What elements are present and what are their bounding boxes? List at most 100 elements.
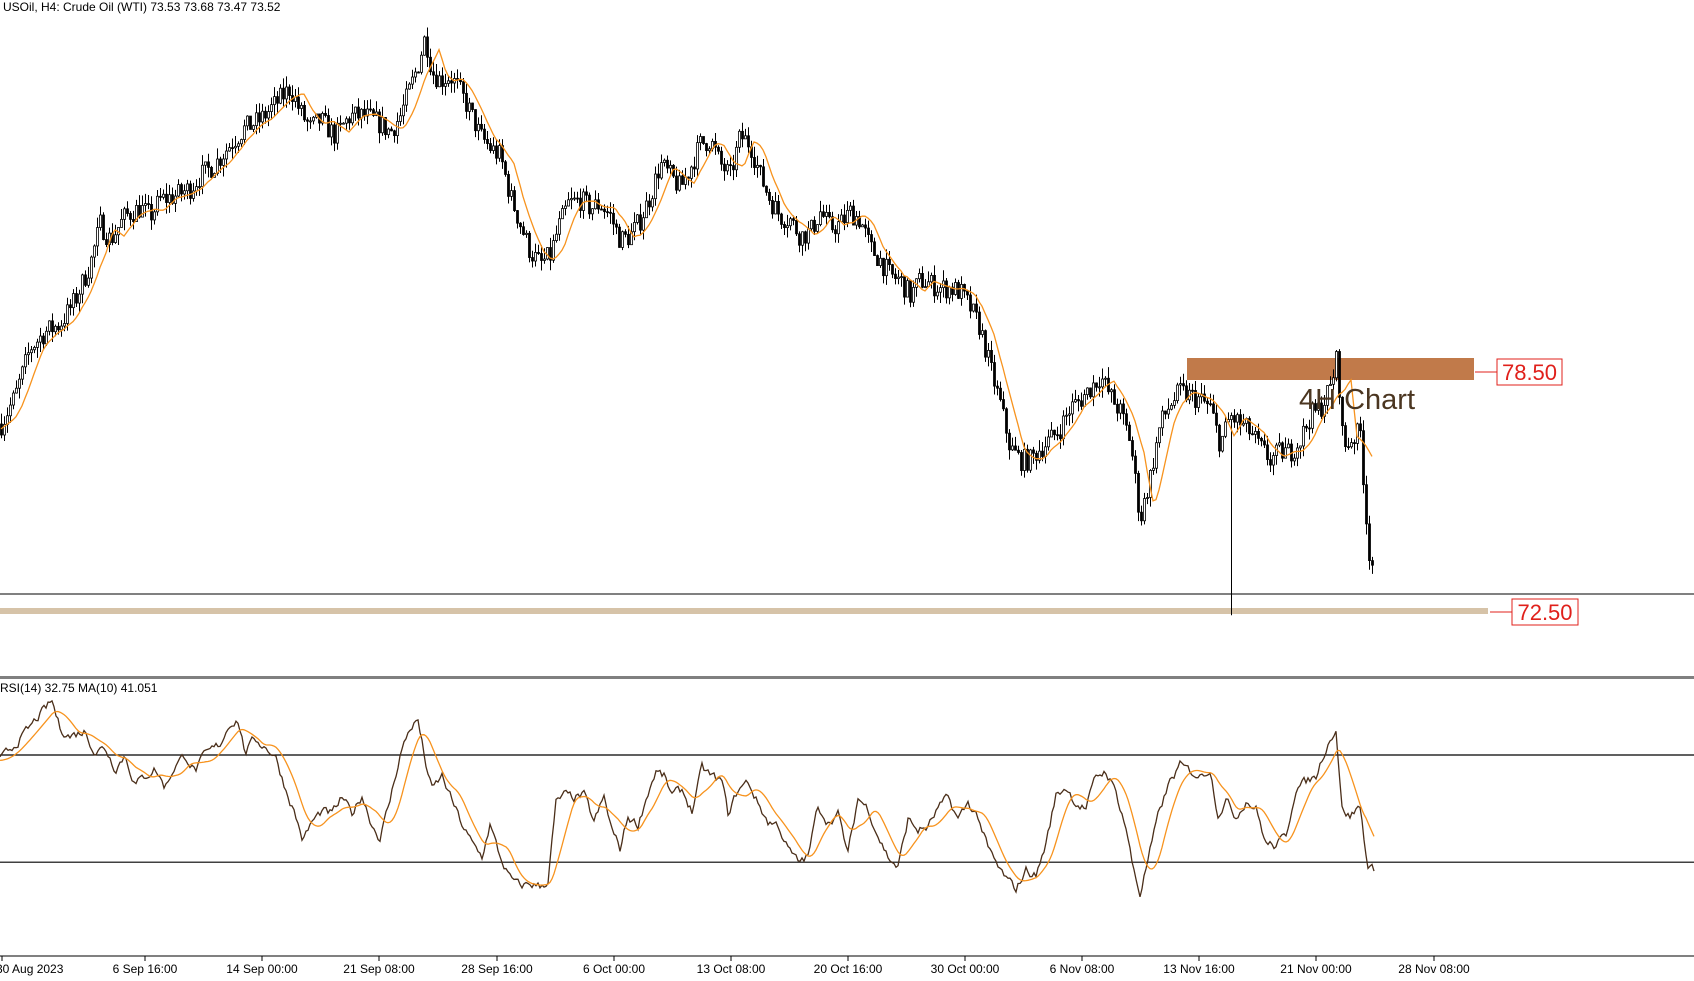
candle-body — [42, 335, 45, 345]
candle-body — [288, 86, 291, 96]
candle-body — [561, 208, 564, 220]
candle-body — [60, 325, 63, 331]
candle-body — [1191, 389, 1194, 392]
candle-body — [354, 106, 357, 114]
candle-body — [387, 128, 390, 136]
candle-body — [1179, 383, 1182, 386]
candle-body — [693, 166, 696, 170]
candle-body — [852, 205, 855, 226]
candle-body — [1155, 442, 1158, 469]
candle-body — [978, 311, 981, 335]
candle-body — [336, 122, 339, 144]
candle-body — [885, 258, 888, 277]
candle-body — [1281, 442, 1284, 459]
candle-body — [621, 231, 624, 248]
candle-body — [906, 280, 909, 298]
candle-body — [147, 203, 150, 205]
candle-body — [843, 214, 846, 224]
candle-body — [912, 286, 915, 303]
candle-body — [1146, 497, 1149, 499]
candle-body — [153, 211, 156, 221]
candle-body — [414, 71, 417, 78]
candle-body — [468, 102, 471, 112]
candle-body — [507, 174, 510, 197]
candle-body — [963, 284, 966, 292]
time-tick-label: 14 Sep 00:00 — [226, 962, 298, 976]
candle-body — [1347, 446, 1350, 449]
candle-body — [1050, 429, 1053, 438]
candle-body — [717, 146, 720, 152]
candle-body — [726, 164, 729, 172]
text-overlays: 78.50 72.50 4H Chart — [1299, 358, 1579, 626]
candle-body — [1023, 448, 1026, 471]
candle-body — [408, 83, 411, 90]
candle-body — [660, 162, 663, 179]
candle-body — [312, 116, 315, 122]
candle-body — [282, 87, 285, 100]
level-72-50-label: 72.50 — [1517, 600, 1572, 625]
candle-body — [1059, 434, 1062, 440]
candle-body — [1098, 386, 1101, 389]
candle-body — [150, 204, 153, 221]
candle-body — [1308, 427, 1311, 430]
candle-body — [783, 224, 786, 229]
candle-body — [510, 190, 513, 197]
candle-body — [129, 213, 132, 220]
candle-body — [1323, 404, 1326, 417]
candle-body — [969, 294, 972, 312]
candle-body — [435, 74, 438, 88]
candle-body — [99, 214, 102, 228]
candle-body — [759, 164, 762, 168]
candle-body — [1335, 351, 1338, 379]
candle-body — [279, 87, 282, 104]
candle-body — [1203, 393, 1206, 402]
reference-lines — [0, 593, 1694, 679]
candle-body — [402, 104, 405, 117]
candle-body — [1161, 410, 1164, 429]
candle-body — [645, 200, 648, 219]
candle-body — [372, 109, 375, 116]
candle-body — [1092, 382, 1095, 398]
candle-body — [141, 205, 144, 218]
candle-body — [873, 241, 876, 256]
candle-body — [1113, 389, 1116, 405]
candle-body — [123, 208, 126, 220]
candle-body — [1371, 560, 1374, 566]
candle-body — [504, 161, 507, 175]
candle-body — [1164, 410, 1167, 415]
time-tick-label: 21 Nov 00:00 — [1280, 962, 1352, 976]
candle-body — [636, 214, 639, 223]
candle-body — [1152, 467, 1155, 471]
candle-body — [72, 293, 75, 309]
rsi-line — [0, 699, 1375, 898]
candle-body — [438, 75, 441, 88]
candle-body — [339, 122, 342, 125]
candle-body — [1077, 399, 1080, 402]
candle-body — [864, 224, 867, 229]
candle-body — [768, 191, 771, 201]
candle-body — [651, 198, 654, 208]
candle-body — [369, 108, 372, 111]
moving-average-series — [0, 47, 1373, 502]
candle-body — [1257, 430, 1260, 439]
candle-body — [870, 234, 873, 243]
candle-body — [1209, 403, 1212, 406]
candle-body — [1344, 425, 1347, 448]
candle-body — [903, 276, 906, 298]
time-tick-label: 30 Oct 00:00 — [931, 962, 1000, 976]
candle-body — [1266, 444, 1269, 460]
candle-body — [1044, 446, 1047, 457]
candle-body — [381, 117, 384, 134]
time-axis: 30 Aug 2023 6 Sep 16:00 14 Sep 00:00 21 Sep… — [0, 955, 1694, 976]
candle-body — [489, 143, 492, 151]
candle-body — [681, 175, 684, 185]
candle-body — [1065, 414, 1068, 417]
candle-body — [828, 212, 831, 218]
candle-body — [522, 226, 525, 235]
candle-body — [0, 423, 3, 436]
candle-body — [1194, 390, 1197, 408]
candle-body — [831, 216, 834, 231]
candle-body — [186, 183, 189, 192]
candle-body — [75, 293, 78, 304]
candle-body — [615, 223, 618, 228]
